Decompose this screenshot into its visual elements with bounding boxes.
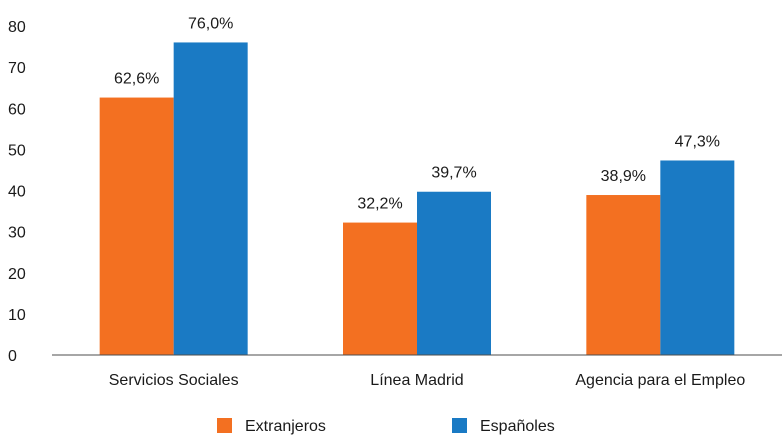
data-label: 76,0% [188, 15, 233, 32]
x-axis: Servicios Sociales Línea Madrid Agencia pa… [52, 354, 782, 389]
legend: Extranjeros Españoles [217, 418, 555, 435]
bars: 62,6% 76,0% 32,2% 39,7% 38,9% 47,3% [99, 15, 735, 356]
legend-label: Extranjeros [245, 418, 326, 435]
y-tick-label: 70 [8, 60, 26, 77]
bar-españoles-2 [417, 191, 491, 355]
legend-swatch [452, 418, 467, 433]
y-tick-label: 30 [8, 225, 26, 242]
legend-swatch [217, 418, 232, 433]
bar-extranjeros-1 [99, 97, 174, 356]
y-tick-label: 10 [8, 307, 26, 324]
data-label: 38,9% [601, 168, 646, 185]
y-tick-label: 60 [8, 101, 26, 118]
data-label: 62,6% [114, 71, 159, 88]
category-label: Línea Madrid [370, 372, 463, 389]
bar-extranjeros-3 [586, 195, 661, 355]
category-label: Agencia para el Empleo [575, 372, 745, 389]
category-label: Servicios Sociales [109, 372, 239, 389]
y-tick-label: 40 [8, 184, 26, 201]
bar-españoles-3 [660, 160, 735, 355]
bar-españoles-1 [173, 42, 248, 355]
legend-label: Españoles [480, 418, 555, 435]
y-tick-label: 80 [8, 19, 26, 36]
y-tick-label: 20 [8, 266, 26, 283]
bar-extranjeros-2 [343, 222, 417, 355]
y-axis: 0 10 20 30 40 50 60 70 80 [8, 19, 26, 365]
data-label: 47,3% [675, 133, 720, 150]
data-label: 32,2% [357, 196, 402, 213]
data-label: 39,7% [431, 165, 476, 182]
y-tick-label: 50 [8, 142, 26, 159]
y-tick-label: 0 [8, 348, 17, 365]
